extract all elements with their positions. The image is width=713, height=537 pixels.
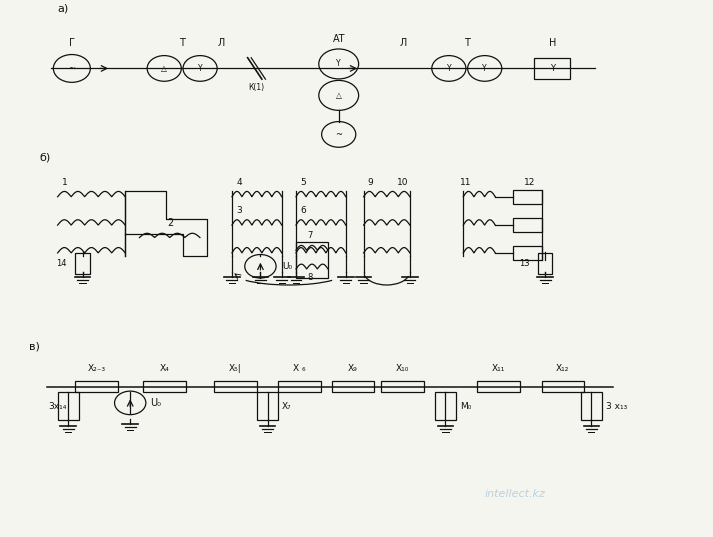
Text: 2: 2 xyxy=(167,219,173,228)
Text: 1: 1 xyxy=(62,178,68,187)
Bar xyxy=(58,393,79,420)
Text: 7: 7 xyxy=(307,230,313,240)
Text: X₇: X₇ xyxy=(282,402,292,411)
Text: 8: 8 xyxy=(307,273,313,282)
Bar xyxy=(435,393,456,420)
Text: а): а) xyxy=(58,3,69,13)
Text: ~: ~ xyxy=(335,130,342,139)
Text: △: △ xyxy=(336,91,342,100)
Bar xyxy=(541,381,584,393)
Bar xyxy=(535,58,570,79)
Text: 13: 13 xyxy=(519,259,530,268)
Text: X₄: X₄ xyxy=(160,364,169,373)
Text: 5: 5 xyxy=(301,178,307,187)
Text: 12: 12 xyxy=(524,178,535,187)
Text: Л: Л xyxy=(399,38,406,48)
Text: 14: 14 xyxy=(56,259,67,268)
Text: ~: ~ xyxy=(68,64,76,73)
Text: 11: 11 xyxy=(460,178,471,187)
Bar xyxy=(296,242,328,278)
Bar xyxy=(214,381,257,393)
Text: 9: 9 xyxy=(368,178,374,187)
Text: Н: Н xyxy=(548,38,556,48)
Text: Т: Т xyxy=(464,38,470,48)
Text: Y: Y xyxy=(337,60,341,68)
Bar xyxy=(513,190,541,204)
Text: X₅|: X₅| xyxy=(229,364,242,373)
Text: △: △ xyxy=(161,64,167,73)
Text: Г: Г xyxy=(69,38,75,48)
Text: Y: Y xyxy=(198,64,202,73)
Bar xyxy=(76,253,90,274)
Bar xyxy=(332,381,374,393)
Bar xyxy=(478,381,520,393)
Text: 3x₁₄: 3x₁₄ xyxy=(48,402,66,411)
Text: Л: Л xyxy=(217,38,225,48)
Bar xyxy=(257,393,278,420)
Text: 4: 4 xyxy=(237,178,242,187)
Text: АТ: АТ xyxy=(332,34,345,43)
Text: 10: 10 xyxy=(397,178,409,187)
Text: Т: Т xyxy=(179,38,185,48)
Text: К(1): К(1) xyxy=(248,83,265,92)
Text: в): в) xyxy=(29,342,40,351)
Text: X₉: X₉ xyxy=(348,364,358,373)
Text: 3 x₁₃: 3 x₁₃ xyxy=(605,402,627,411)
Text: U₀: U₀ xyxy=(150,398,161,408)
Text: X ₆: X ₆ xyxy=(293,364,306,373)
Bar xyxy=(381,381,424,393)
Text: X₁₁: X₁₁ xyxy=(492,364,506,373)
Text: U₀: U₀ xyxy=(282,262,292,271)
Text: Y: Y xyxy=(483,64,487,73)
Bar xyxy=(538,253,552,274)
Bar xyxy=(513,218,541,232)
Bar xyxy=(513,246,541,260)
Text: Y: Y xyxy=(550,64,555,73)
Bar xyxy=(76,381,118,393)
Text: intellect.kz: intellect.kz xyxy=(485,489,545,498)
Text: б): б) xyxy=(40,152,51,162)
Text: 3: 3 xyxy=(237,207,242,215)
Bar xyxy=(143,381,185,393)
Text: Y: Y xyxy=(446,64,451,73)
Bar xyxy=(580,393,602,420)
Bar xyxy=(278,381,321,393)
Text: X₁₀: X₁₀ xyxy=(396,364,409,373)
Text: M₀: M₀ xyxy=(460,402,471,411)
Text: X₂₋₃: X₂₋₃ xyxy=(88,364,106,373)
Text: X₁₂: X₁₂ xyxy=(556,364,570,373)
Text: 6: 6 xyxy=(301,207,307,215)
